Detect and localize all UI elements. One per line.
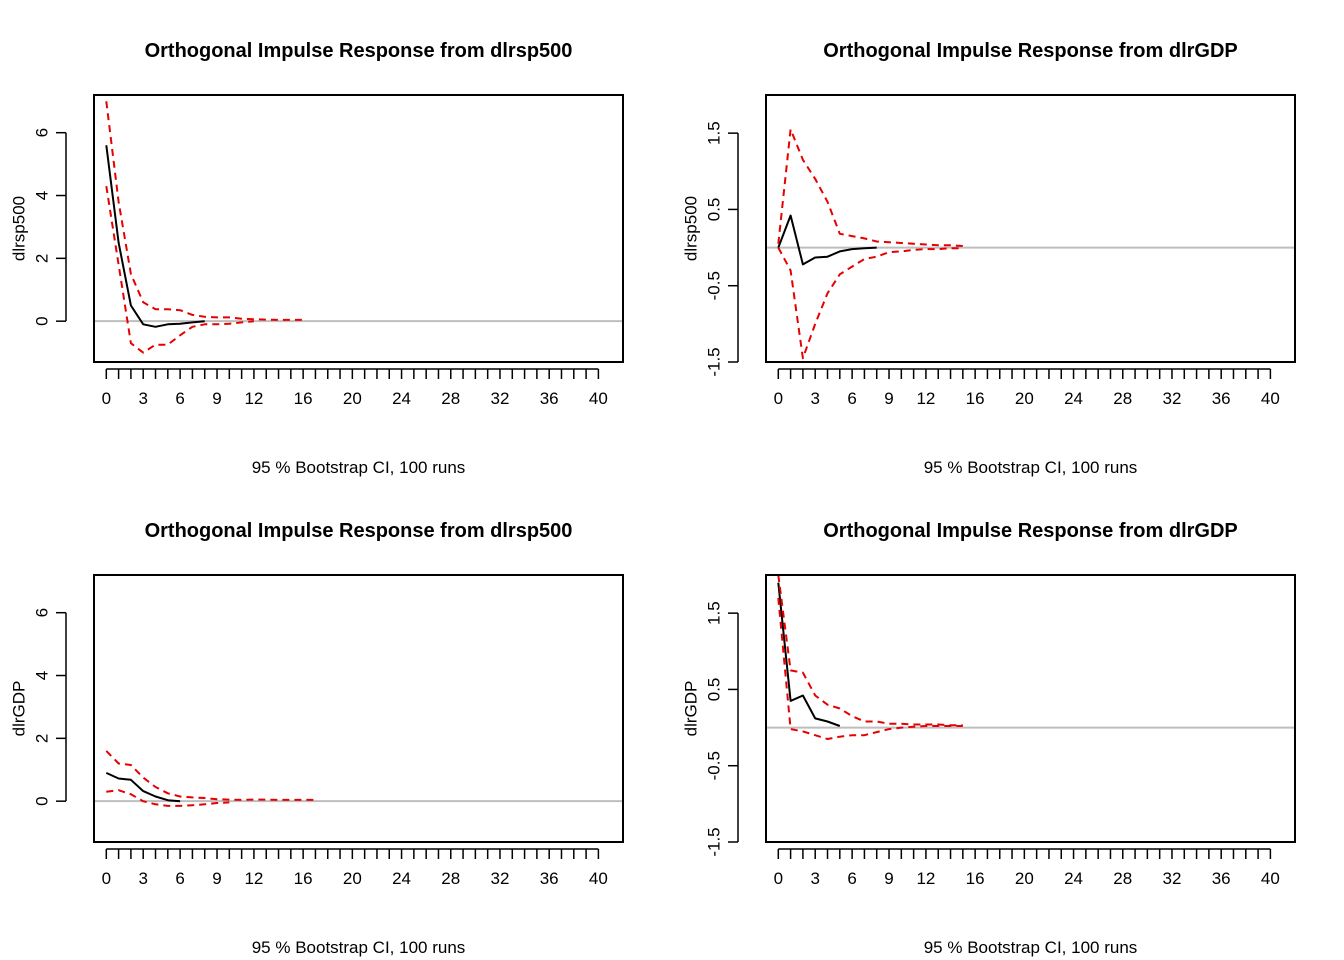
x-tick-label: 28 [1113, 869, 1132, 888]
y-tick-label: 0.5 [705, 678, 724, 702]
y-tick-label: -1.5 [705, 347, 724, 376]
plot-frame [93, 574, 624, 843]
series-irf-line [777, 214, 877, 266]
x-tick-label: 0 [102, 389, 111, 408]
irf-panel-3: Orthogonal Impulse Response from dlrsp50… [10, 520, 624, 957]
x-tick-label: 3 [138, 869, 147, 888]
plot-frame [765, 574, 1296, 843]
y-axis-label: dlrsp500 [682, 196, 701, 261]
series-upper-line [105, 101, 304, 321]
series-lower-line [106, 789, 230, 807]
y-tick-label: 2 [33, 734, 52, 743]
x-tick-label: 6 [847, 389, 856, 408]
x-tick-label: 24 [1064, 389, 1083, 408]
ci-footnote: 95 % Bootstrap CI, 100 runs [924, 458, 1138, 477]
y-tick-label: 2 [33, 254, 52, 263]
x-tick-label: 24 [392, 389, 411, 408]
x-tick-label: 40 [1261, 869, 1280, 888]
x-tick-label: 6 [847, 869, 856, 888]
x-tick-label: 0 [774, 869, 783, 888]
x-tick-label: 32 [1163, 389, 1182, 408]
x-tick-label: 24 [392, 869, 411, 888]
series-irf-line [105, 145, 205, 328]
x-tick-label: 36 [1212, 389, 1231, 408]
series-upper-line [777, 128, 963, 247]
y-tick-label: 1.5 [705, 601, 724, 625]
irf-panel-2: Orthogonal Impulse Response from dlrGDP 0… [682, 40, 1296, 477]
series-irf-line [777, 582, 841, 727]
panel-title: Orthogonal Impulse Response from dlrGDP [823, 520, 1238, 542]
y-tick-label: 4 [33, 191, 52, 200]
y-tick-label: 6 [33, 608, 52, 617]
x-tick-label: 16 [294, 389, 313, 408]
x-tick-label: 3 [810, 389, 819, 408]
x-tick-label: 12 [916, 869, 935, 888]
y-tick-label: 4 [33, 671, 52, 680]
y-axis-label: dlrGDP [10, 681, 29, 737]
x-tick-label: 3 [138, 389, 147, 408]
series-lower-line [105, 185, 254, 354]
x-tick-label: 40 [1261, 389, 1280, 408]
x-tick-label: 32 [1163, 869, 1182, 888]
x-tick-label: 9 [884, 869, 893, 888]
panel-title: Orthogonal Impulse Response from dlrsp50… [145, 40, 573, 62]
x-tick-label: 12 [244, 869, 263, 888]
x-tick-label: 9 [884, 389, 893, 408]
panel-title: Orthogonal Impulse Response from dlrGDP [823, 40, 1238, 62]
y-tick-label: -1.5 [705, 827, 724, 856]
series-lower-line [777, 247, 963, 360]
x-tick-label: 20 [1015, 869, 1034, 888]
x-tick-label: 32 [491, 389, 510, 408]
ci-footnote: 95 % Bootstrap CI, 100 runs [252, 938, 466, 957]
x-tick-label: 12 [916, 389, 935, 408]
x-tick-label: 16 [966, 869, 985, 888]
series-lower-line [777, 597, 963, 740]
y-tick-label: 0 [33, 316, 52, 325]
x-tick-label: 28 [1113, 389, 1132, 408]
ci-footnote: 95 % Bootstrap CI, 100 runs [924, 938, 1138, 957]
x-tick-label: 36 [540, 389, 559, 408]
x-tick-label: 16 [966, 389, 985, 408]
x-tick-label: 28 [441, 869, 460, 888]
x-tick-label: 24 [1064, 869, 1083, 888]
x-tick-label: 28 [441, 389, 460, 408]
x-tick-label: 16 [294, 869, 313, 888]
x-tick-label: 40 [589, 389, 608, 408]
x-tick-label: 9 [212, 869, 221, 888]
plot-frame [93, 94, 624, 363]
y-axis-label: dlrGDP [682, 681, 701, 737]
y-tick-label: 0.5 [705, 198, 724, 222]
x-tick-label: 0 [774, 389, 783, 408]
x-tick-label: 0 [102, 869, 111, 888]
x-tick-label: 36 [1212, 869, 1231, 888]
irf-panel-4: Orthogonal Impulse Response from dlrGDP 0… [682, 520, 1296, 957]
x-tick-label: 9 [212, 389, 221, 408]
irf-panel-1: Orthogonal Impulse Response from dlrsp50… [10, 40, 624, 477]
y-axis-label: dlrsp500 [10, 196, 29, 261]
x-tick-label: 36 [540, 869, 559, 888]
series-upper-line [777, 574, 963, 727]
x-tick-label: 6 [175, 869, 184, 888]
series-irf-line [105, 771, 181, 803]
y-tick-label: -0.5 [705, 751, 724, 780]
x-tick-label: 20 [1015, 389, 1034, 408]
plot-frame [765, 94, 1296, 363]
x-tick-label: 3 [810, 869, 819, 888]
y-tick-label: 0 [33, 796, 52, 805]
ci-footnote: 95 % Bootstrap CI, 100 runs [252, 458, 466, 477]
y-tick-label: 6 [33, 128, 52, 137]
x-tick-label: 6 [175, 389, 184, 408]
x-tick-label: 40 [589, 869, 608, 888]
series-upper-line [105, 750, 316, 801]
x-tick-label: 12 [244, 389, 263, 408]
x-tick-label: 32 [491, 869, 510, 888]
y-tick-label: -0.5 [705, 271, 724, 300]
x-tick-label: 20 [343, 869, 362, 888]
y-tick-label: 1.5 [705, 121, 724, 145]
panel-title: Orthogonal Impulse Response from dlrsp50… [145, 520, 573, 542]
x-tick-label: 20 [343, 389, 362, 408]
